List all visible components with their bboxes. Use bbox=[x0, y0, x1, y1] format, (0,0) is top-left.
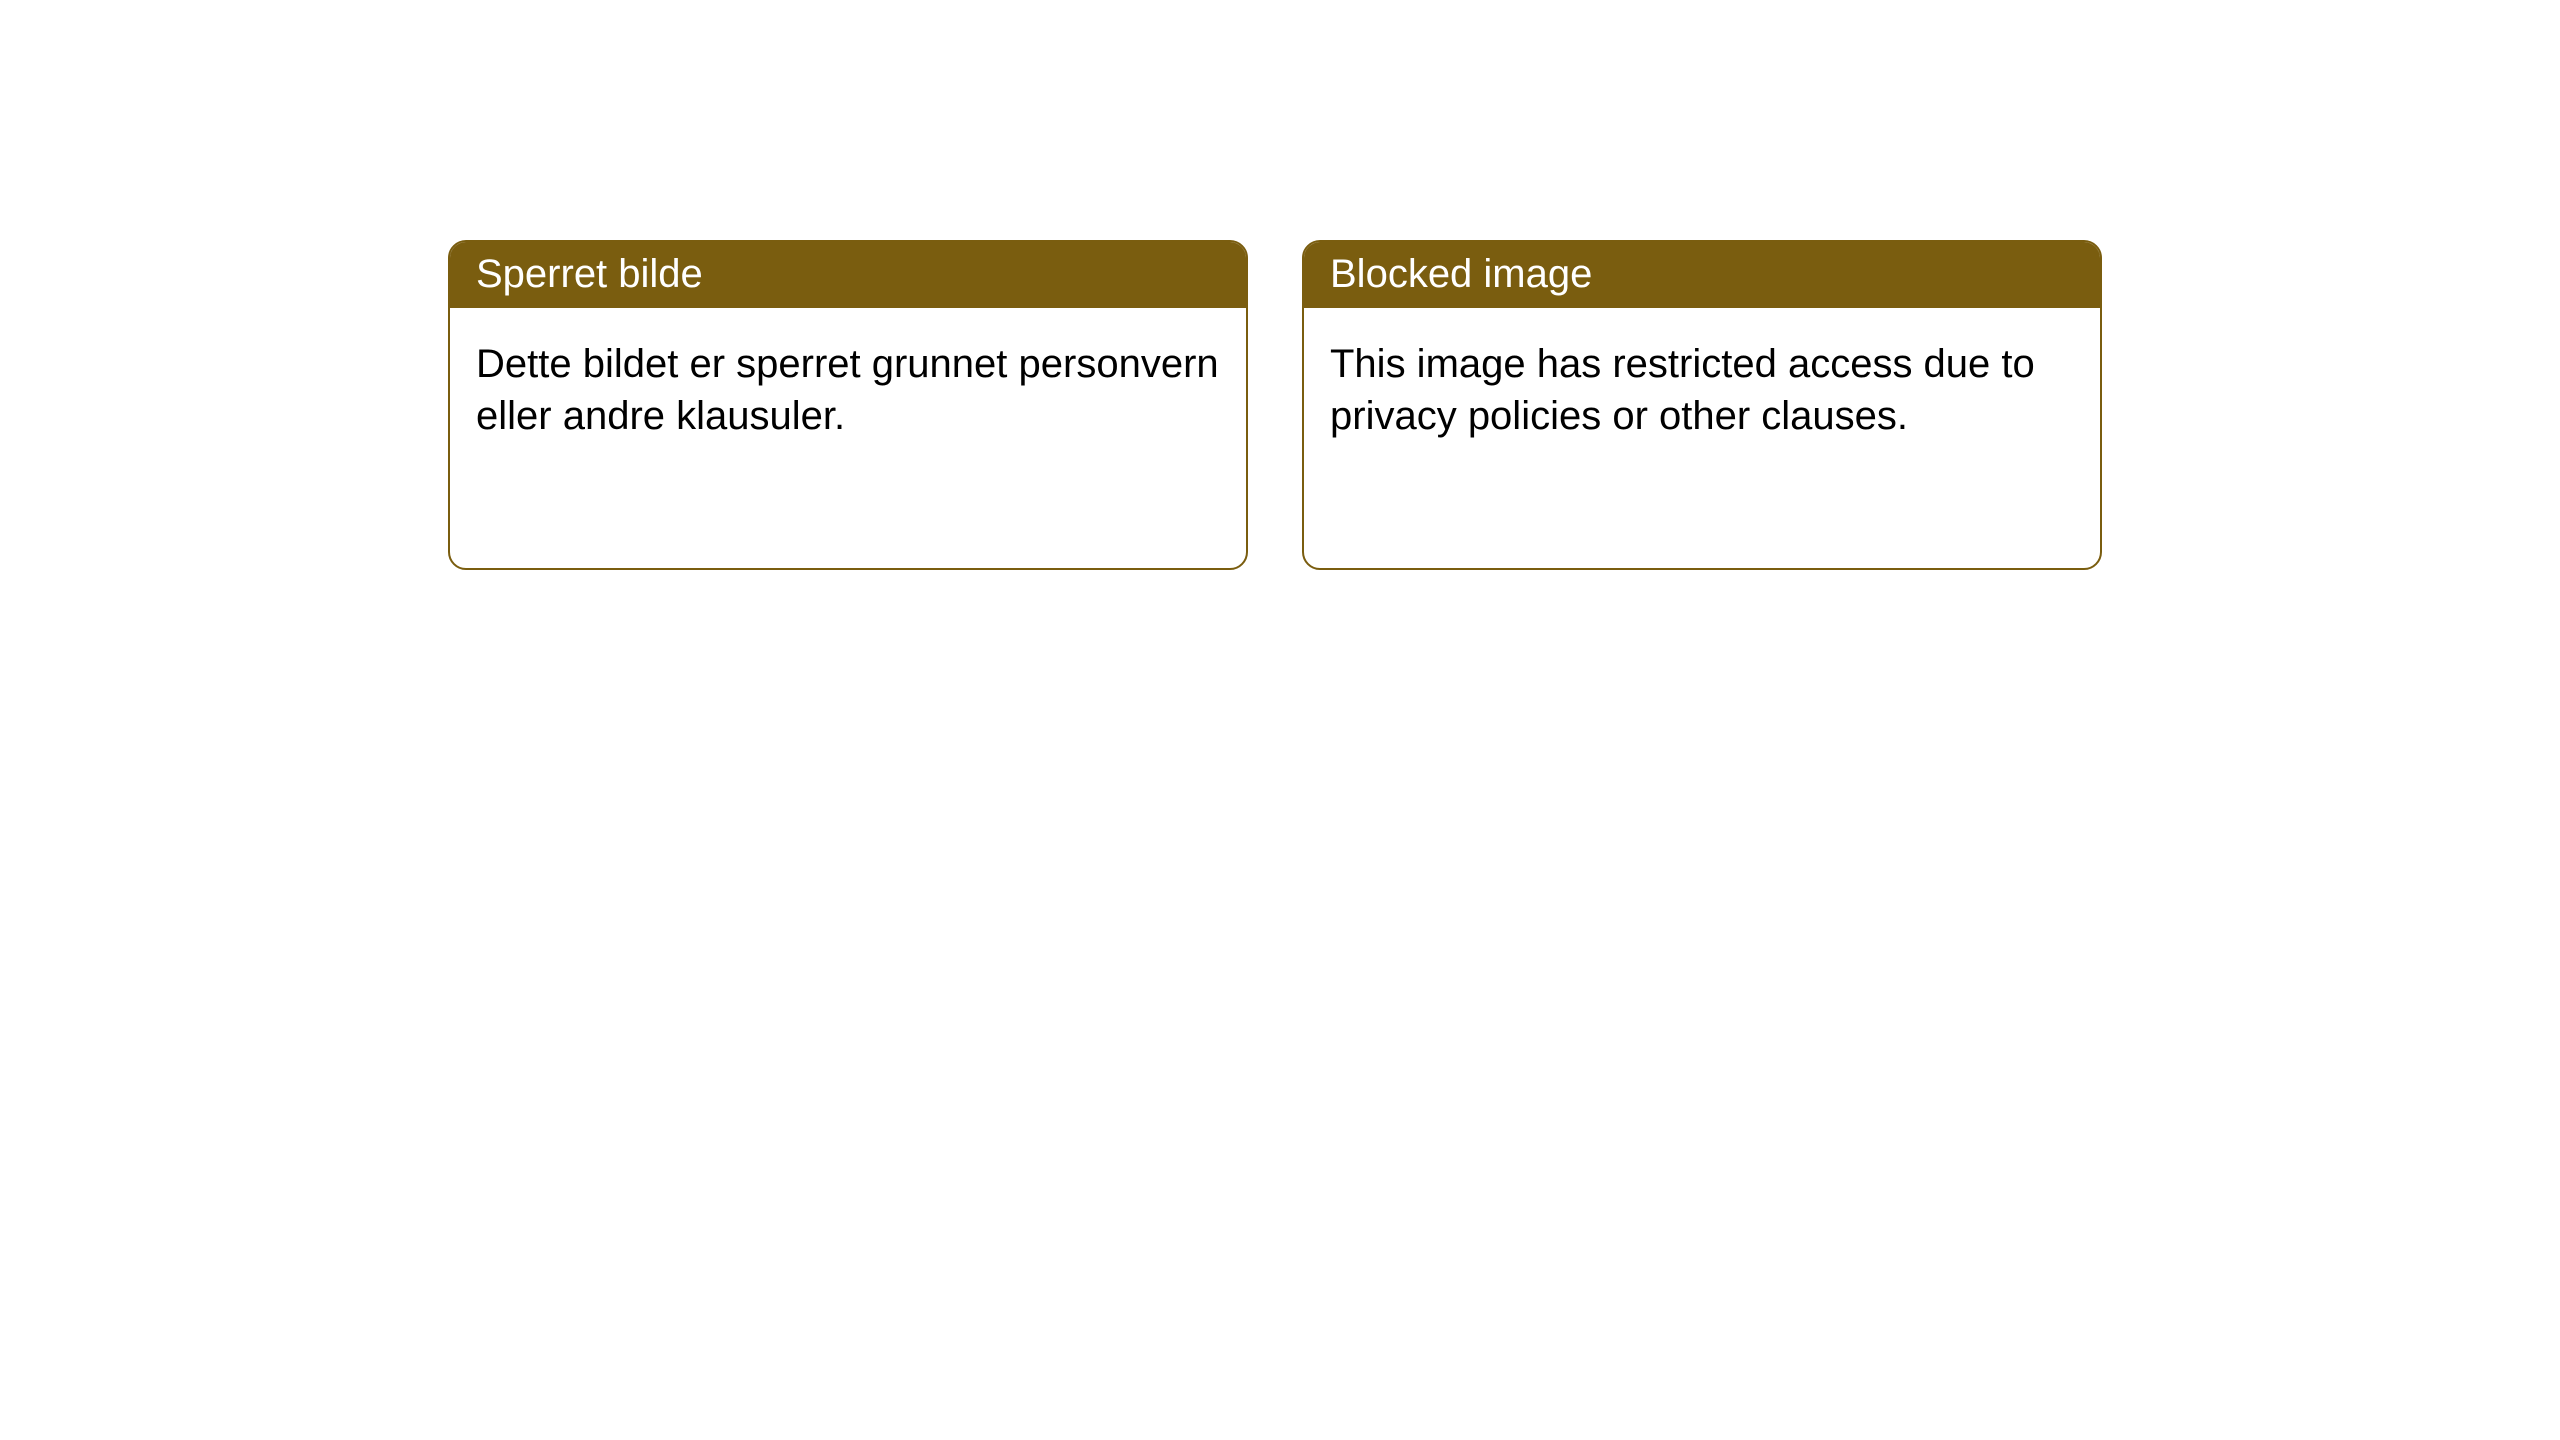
notice-container: Sperret bilde Dette bildet er sperret gr… bbox=[0, 0, 2560, 570]
blocked-image-card-english: Blocked image This image has restricted … bbox=[1302, 240, 2102, 570]
card-body: This image has restricted access due to … bbox=[1304, 308, 2100, 472]
card-header: Sperret bilde bbox=[450, 242, 1246, 308]
card-header: Blocked image bbox=[1304, 242, 2100, 308]
card-body: Dette bildet er sperret grunnet personve… bbox=[450, 308, 1246, 472]
blocked-image-card-norwegian: Sperret bilde Dette bildet er sperret gr… bbox=[448, 240, 1248, 570]
